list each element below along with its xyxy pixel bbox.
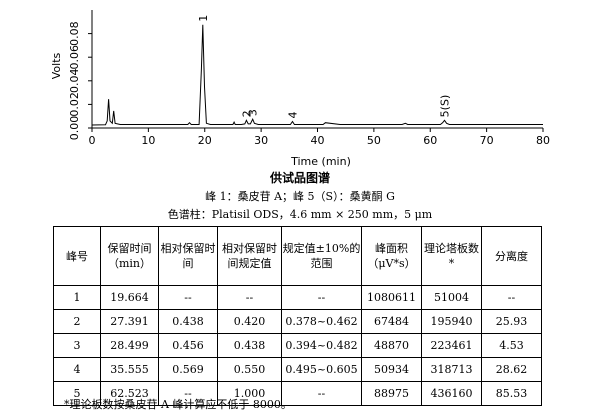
x-tick-label: 30 [254,134,268,147]
cell-retention-time: 27.391 [100,309,159,334]
x-tick-label: 70 [480,134,494,147]
cell-relative-retention: 0.456 [158,333,218,358]
cell-rrt-specified: 0.420 [217,309,282,334]
cell-peak-area: 67484 [361,309,422,334]
header-resolution: 分离度 [481,226,542,286]
cell-relative-retention: -- [158,381,218,406]
cell-relative-retention: 0.569 [158,357,218,382]
chromatogram-trace [91,24,543,126]
header-relative-retention: 相对保留时间 [158,226,218,286]
cell-range: 0.495~0.605 [281,357,362,382]
peak-label: 5(S) [438,95,451,118]
peak-identification: 峰 1：桑皮苷 A；峰 5（S）：桑黄酮 G [205,190,395,203]
cell-plates: 223461 [421,333,482,358]
cell-peak-no: 4 [53,357,101,382]
cell-peak-no: 1 [53,285,101,310]
cell-peak-no: 2 [53,309,101,334]
table-row: 2 27.391 0.438 0.420 0.378~0.462 67484 195940 2… [53,309,542,334]
cell-resolution: -- [481,285,542,310]
x-tick-label: 10 [141,134,155,147]
results-table: 峰号 保留时间（min） 相对保留时间 相对保留时间规定值 规定值±10%的范围… [53,226,542,406]
x-tick-label: 20 [198,134,212,147]
cell-plates: 51004 [421,285,482,310]
cell-rrt-specified: 0.550 [217,357,282,382]
cell-resolution: 28.62 [481,357,542,382]
cell-relative-retention: 0.438 [158,309,218,334]
y-axis-title: Volts [50,52,63,79]
cell-plates: 436160 [421,381,482,406]
cell-resolution: 4.53 [481,333,542,358]
cell-resolution: 25.93 [481,309,542,334]
chromatogram: 0 10 20 30 40 50 60 70 80 0.000.020.040.060.08 1 2… [50,10,550,168]
cell-range: 0.394~0.482 [281,333,362,358]
column-info: 色谱柱：Platisil ODS，4.6 mm × 250 mm，5 μm [167,208,433,221]
cell-range: 0.378~0.462 [281,309,362,334]
table-header-row: 峰号 保留时间（min） 相对保留时间 相对保留时间规定值 规定值±10%的范围… [53,226,542,286]
table-row: 1 19.664 -- -- -- 1080611 51004 -- [53,285,542,310]
cell-retention-time: 35.555 [100,357,159,382]
cell-rrt-specified: 0.438 [217,333,282,358]
header-peak-no: 峰号 [53,226,101,286]
footnote: *理论板数按桑皮苷 A 峰计算应不低于 8000。 [64,398,292,411]
table-row: 4 35.555 0.569 0.550 0.495~0.605 50934 318713 2… [53,357,542,382]
cell-retention-time: 28.499 [100,333,159,358]
y-tick-label: 0.00 [68,116,81,141]
table-row: 5 62.523 -- 1.000 -- 88975 436160 85.53 [53,381,542,406]
x-tick-label: 60 [423,134,437,147]
peak-label: 1 [197,15,210,22]
cell-range: -- [281,285,362,310]
y-tick-label: 0.02 [68,92,81,117]
cell-plates: 318713 [421,357,482,382]
cell-retention-time: 19.664 [100,285,159,310]
cell-retention-time: 62.523 [100,381,159,406]
x-tick-label: 40 [311,134,325,147]
header-plates: 理论塔板数* [421,226,482,286]
cell-peak-area: 1080611 [361,285,422,310]
peak-label: 4 [286,112,299,119]
cell-peak-no: 3 [53,333,101,358]
cell-peak-area: 48870 [361,333,422,358]
header-retention-time: 保留时间（min） [100,226,159,286]
header-peak-area: 峰面积（μV*s） [361,226,422,286]
header-range: 规定值±10%的范围 [281,226,362,286]
cell-resolution: 85.53 [481,381,542,406]
x-tick-label: 50 [367,134,381,147]
cell-peak-no: 5 [53,381,101,406]
cell-relative-retention: -- [158,285,218,310]
cell-rrt-specified: -- [217,285,282,310]
y-tick-label: 0.08 [68,21,81,46]
header-rrt-specified: 相对保留时间规定值 [217,226,282,286]
cell-range: -- [281,381,362,406]
peak-label: 3 [247,109,260,116]
figure-title: 供试品图谱 [269,171,330,185]
x-tick-label: 80 [536,134,550,147]
x-axis-title: Time (min) [290,155,351,168]
x-tick-label: 0 [89,134,96,147]
cell-peak-area: 88975 [361,381,422,406]
peak-label: 2 [240,110,253,117]
cell-plates: 195940 [421,309,482,334]
cell-peak-area: 50934 [361,357,422,382]
y-tick-label: 0.04 [68,69,81,94]
table-row: 3 28.499 0.456 0.438 0.394~0.482 48870 223461 4… [53,333,542,358]
y-tick-label: 0.06 [68,45,81,69]
cell-rrt-specified: 1.000 [217,381,282,406]
